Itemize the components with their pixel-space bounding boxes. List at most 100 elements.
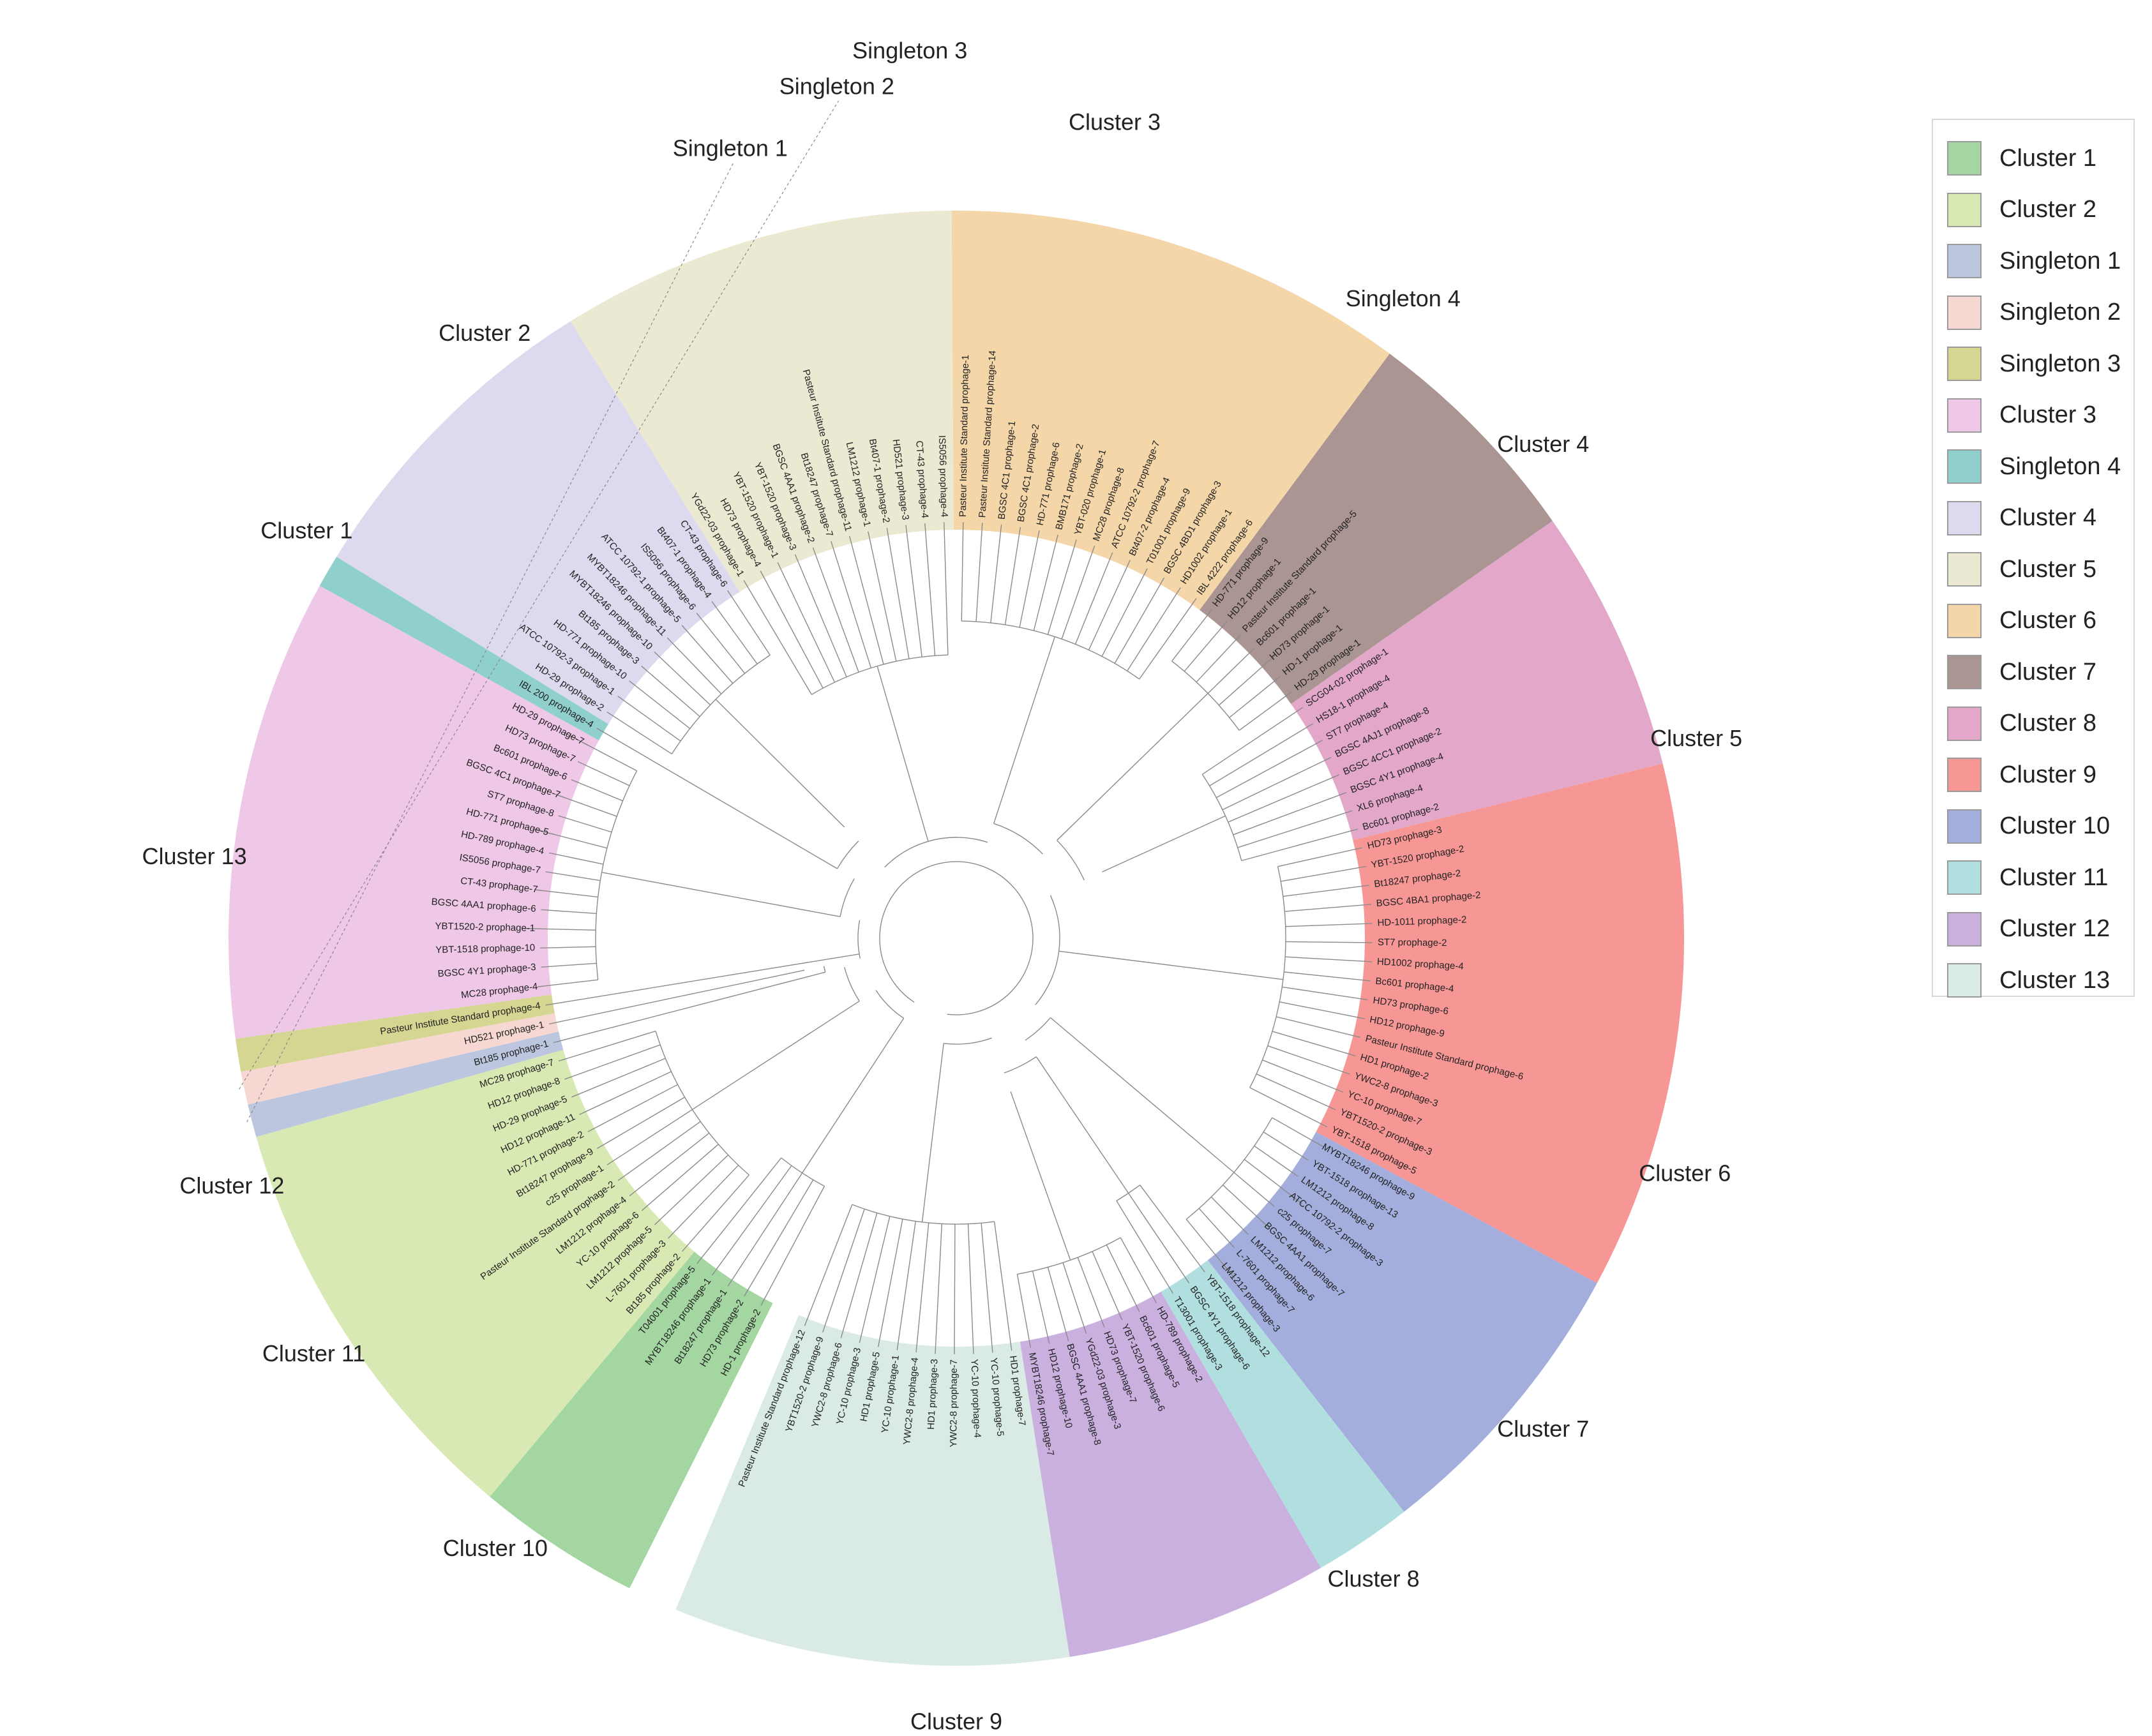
branch [984, 1269, 993, 1353]
branch [1285, 956, 1365, 962]
leaf-label: ST7 prophage-2 [1378, 937, 1447, 948]
branch [548, 1007, 624, 1025]
sector-cluster-2 [256, 1049, 695, 1497]
legend-label: Cluster 10 [1999, 812, 2111, 839]
branch [564, 1065, 602, 1080]
branch [859, 1213, 878, 1274]
branch [541, 909, 557, 911]
branch [638, 688, 691, 730]
branch [981, 1223, 986, 1270]
branch [654, 1209, 671, 1225]
legend-item: Cluster 1 [1947, 139, 2096, 177]
branch [812, 1186, 825, 1209]
branch [1117, 1309, 1123, 1321]
branch [993, 1221, 1006, 1301]
branch [744, 1222, 789, 1297]
branch [1350, 904, 1371, 907]
legend-swatch [1947, 295, 1982, 330]
sector-cluster-11 [1161, 1260, 1404, 1568]
branch [715, 699, 845, 828]
branch [682, 1199, 728, 1252]
branch [837, 614, 859, 673]
branch [1272, 1117, 1324, 1148]
branch [1223, 1185, 1269, 1228]
cluster-title: Cluster 4 [1497, 431, 1589, 457]
legend-label: Cluster 2 [1999, 196, 2097, 223]
branch [1278, 792, 1346, 818]
branch [762, 1172, 803, 1234]
branch [711, 601, 738, 637]
branch [1314, 1008, 1365, 1019]
branch [1313, 1061, 1350, 1075]
branch [1155, 1301, 1157, 1304]
branch [569, 962, 597, 966]
leaf-label: YBT1520-2 prophage-1 [435, 921, 535, 934]
branch [727, 1233, 763, 1287]
branch [1355, 865, 1367, 869]
sector-cluster-4 [336, 321, 740, 724]
branch [914, 592, 922, 657]
legend-swatch [1947, 449, 1982, 484]
sector-cluster-10 [1207, 1132, 1597, 1512]
branch [692, 784, 838, 869]
branch [571, 1072, 630, 1098]
sector-cluster-7 [1200, 354, 1553, 704]
branch [794, 554, 832, 643]
branch [1062, 1262, 1080, 1313]
branch [1240, 707, 1303, 750]
branch [1179, 1238, 1205, 1273]
legend-swatch [1947, 860, 1982, 895]
branch [1254, 1145, 1295, 1175]
branch [654, 1132, 710, 1177]
legend-item: Singleton 1 [1947, 242, 2121, 280]
branch [699, 1165, 739, 1206]
branch [1281, 867, 1356, 882]
branch [1328, 976, 1371, 982]
branch [1077, 1257, 1089, 1285]
branch [1329, 1086, 1344, 1093]
branch [1249, 866, 1286, 1088]
branch [1304, 1115, 1328, 1128]
branch [896, 1270, 909, 1351]
tree-branches [522, 522, 1373, 1354]
legend-item: Cluster 10 [1947, 807, 2110, 846]
branch [601, 872, 841, 917]
legend-item: Cluster 12 [1947, 910, 2110, 948]
branch [886, 528, 903, 619]
branch [578, 761, 630, 786]
branch [1050, 1017, 1235, 1173]
branch [1284, 1145, 1309, 1161]
branch [831, 641, 847, 677]
branch [1101, 622, 1120, 657]
branch [1196, 661, 1216, 683]
cluster-title: Cluster 8 [1328, 1566, 1420, 1592]
branch [1229, 691, 1262, 718]
branch [944, 1037, 992, 1045]
branch [570, 875, 601, 881]
branch [1010, 1091, 1071, 1261]
cluster-title: Cluster 2 [439, 320, 530, 346]
branch [580, 990, 634, 1000]
sector-cluster-1 [490, 1252, 773, 1589]
branch [1146, 1220, 1190, 1283]
branch [617, 1142, 672, 1181]
cluster-titles: Cluster 1 Cluster 2 Singleton 1 Singleton 2… [142, 37, 1743, 1734]
branch [629, 1058, 666, 1074]
legend-item: Cluster 7 [1947, 653, 2096, 691]
leaf-label: HD-1011 prophage-2 [1377, 915, 1466, 929]
cluster-title: Singleton 4 [1346, 285, 1461, 311]
cluster-title: Cluster 10 [443, 1535, 548, 1561]
branch [1350, 996, 1368, 1001]
branch [629, 680, 640, 689]
branch [1120, 1237, 1157, 1303]
branch [1291, 1089, 1336, 1111]
cluster-title: Cluster 13 [142, 843, 247, 869]
branch [839, 878, 855, 917]
branch [1032, 530, 1040, 561]
branch [1127, 647, 1143, 671]
branch [587, 1107, 635, 1132]
branch [905, 525, 915, 594]
cluster-sectors [229, 210, 1684, 1666]
branch [692, 1000, 860, 1111]
